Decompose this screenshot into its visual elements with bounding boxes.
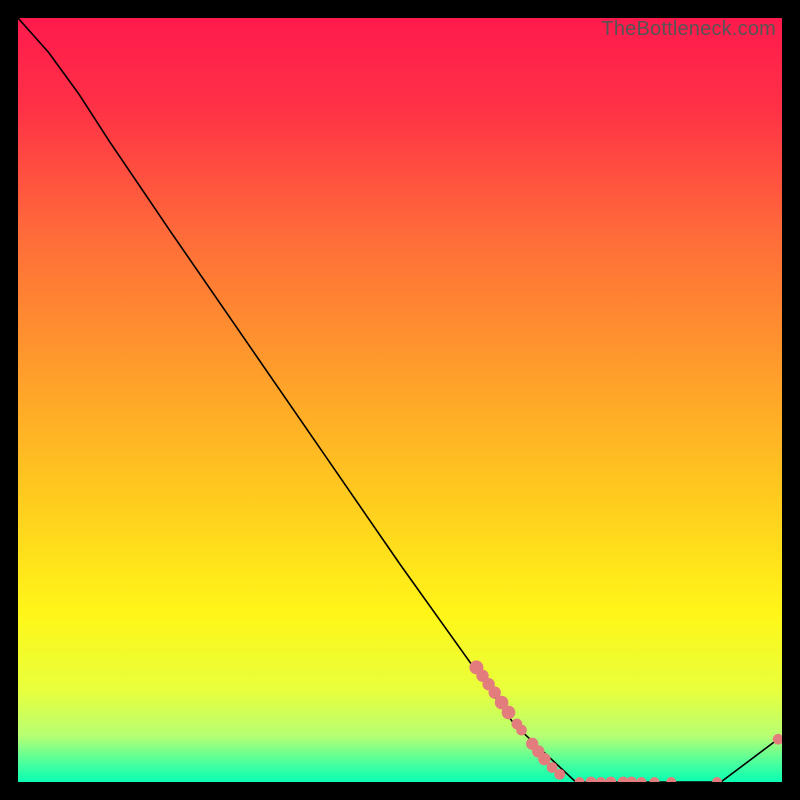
chart-frame: TheBottleneck.com <box>0 0 800 800</box>
data-marker <box>554 769 565 780</box>
data-marker <box>502 706 516 720</box>
data-marker <box>516 725 527 736</box>
watermark-text: TheBottleneck.com <box>601 18 776 41</box>
chart-svg <box>18 18 782 782</box>
chart-background <box>18 18 782 782</box>
plot-area: TheBottleneck.com <box>18 18 782 782</box>
